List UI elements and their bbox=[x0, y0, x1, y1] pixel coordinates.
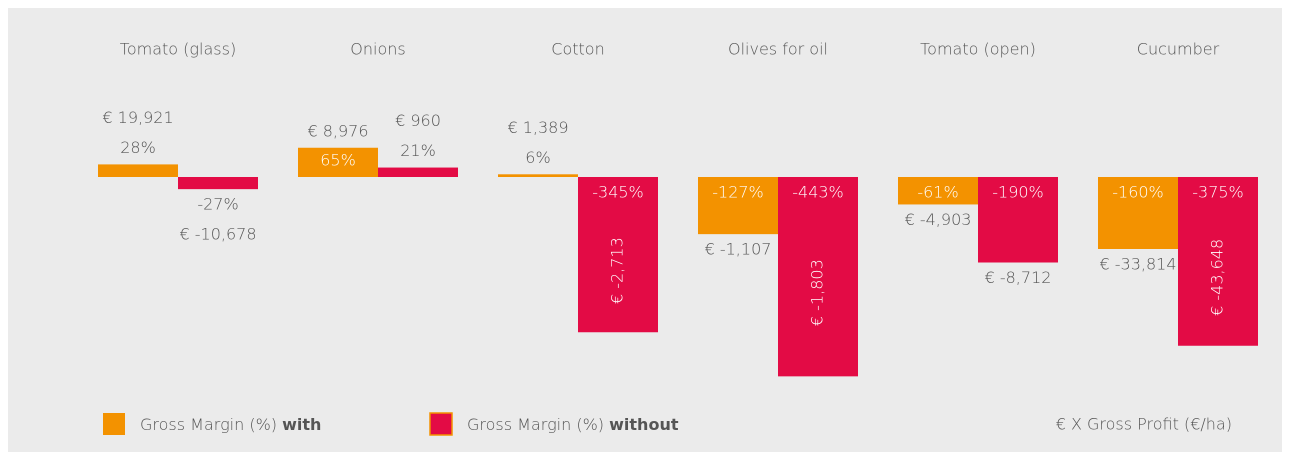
bar bbox=[778, 177, 858, 377]
category-label: Tomato (glass) bbox=[120, 40, 236, 59]
value-label: -443% bbox=[792, 183, 844, 202]
value-label: 6% bbox=[525, 148, 550, 167]
bar bbox=[98, 164, 178, 177]
legend-swatch bbox=[429, 412, 453, 436]
profit-label: € -2,713 bbox=[608, 237, 627, 304]
value-label: -375% bbox=[1192, 183, 1244, 202]
category-label: Onions bbox=[350, 40, 405, 59]
legend-name: Gross Margin (%) bbox=[467, 415, 604, 434]
value-label: 21% bbox=[400, 141, 436, 160]
profit-label: € 1,389 bbox=[507, 118, 568, 137]
profit-label: € -4,903 bbox=[905, 210, 972, 229]
bar bbox=[578, 177, 658, 333]
legend-label: Gross Margin (%) without bbox=[467, 415, 679, 434]
bar bbox=[978, 177, 1058, 263]
legend-emphasis: without bbox=[609, 415, 679, 434]
profit-label: € -33,814 bbox=[1099, 255, 1176, 274]
bar bbox=[498, 174, 578, 177]
bar bbox=[698, 177, 778, 235]
legend-emphasis: with bbox=[282, 415, 321, 434]
profit-label: € -1,107 bbox=[705, 240, 772, 259]
bar bbox=[1178, 177, 1258, 346]
value-label: -127% bbox=[712, 183, 764, 202]
profit-label: € -1,803 bbox=[808, 259, 827, 326]
bar bbox=[898, 177, 978, 205]
category-label: Olives for oil bbox=[728, 40, 828, 59]
value-label: -61% bbox=[917, 183, 958, 202]
category-label: Tomato (open) bbox=[920, 40, 1036, 59]
value-label: 28% bbox=[120, 138, 156, 157]
profit-label: € 960 bbox=[395, 111, 441, 130]
profit-label: € 8,976 bbox=[307, 121, 368, 140]
category-label: Cotton bbox=[551, 40, 604, 59]
profit-label: € 19,921 bbox=[102, 108, 173, 127]
value-label: -345% bbox=[592, 183, 644, 202]
bar bbox=[298, 147, 378, 177]
bar bbox=[378, 167, 458, 177]
category-label: Cucumber bbox=[1137, 40, 1220, 59]
value-label: 65% bbox=[320, 151, 356, 170]
value-label: -27% bbox=[197, 195, 238, 214]
profit-label: € -8,712 bbox=[985, 268, 1052, 287]
value-label: -160% bbox=[1112, 183, 1164, 202]
bar bbox=[1098, 177, 1178, 249]
profit-label: € -10,678 bbox=[179, 225, 256, 244]
bar bbox=[178, 177, 258, 190]
value-label: -190% bbox=[992, 183, 1044, 202]
legend-name: Gross Margin (%) bbox=[140, 415, 277, 434]
profit-label: € -43,648 bbox=[1208, 239, 1227, 316]
legend-swatch bbox=[103, 413, 125, 435]
note: € X Gross Profit (€/ha) bbox=[1056, 415, 1232, 434]
legend-label: Gross Margin (%) with bbox=[140, 415, 321, 434]
